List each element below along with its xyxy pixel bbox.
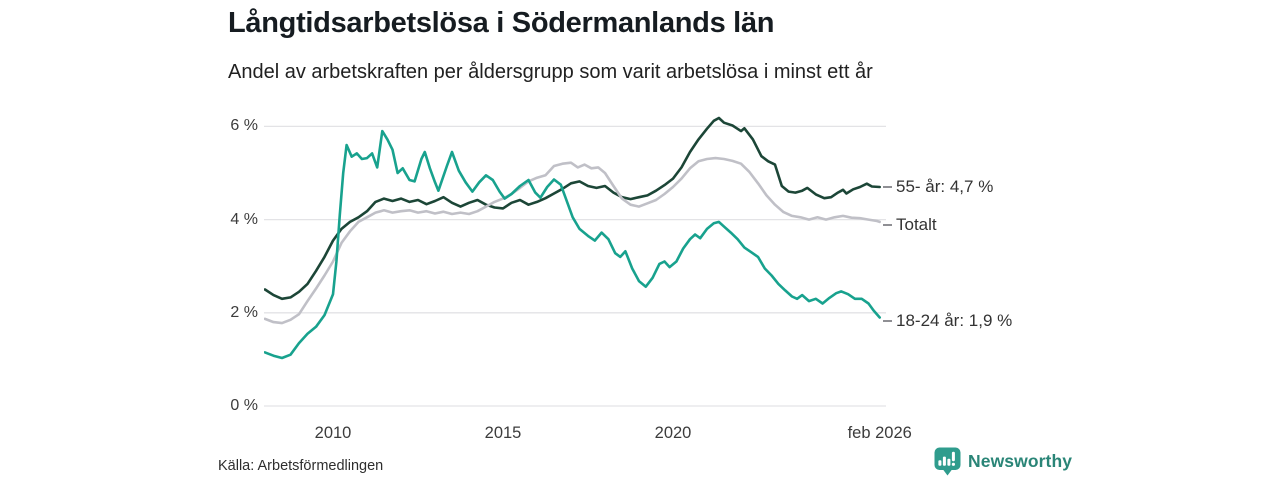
newsworthy-chart-bubble-icon: [934, 447, 961, 476]
series-line-55- år: [264, 116, 882, 301]
y-axis-label: 4 %: [230, 210, 258, 228]
series-end-label: Totalt: [883, 214, 937, 236]
y-axis-label: 2 %: [230, 303, 258, 321]
series-end-label: 18-24 år: 1,9 %: [883, 310, 1012, 332]
series-end-label: 55- år: 4,7 %: [883, 176, 993, 198]
brand-name: Newsworthy: [968, 451, 1073, 471]
series-line-Totalt: [264, 156, 882, 325]
axis-tick-dash: [883, 185, 892, 188]
chart-title: Långtidsarbetslösa i Södermanlands län: [228, 7, 775, 39]
x-axis-label: 2015: [484, 424, 522, 442]
series-end-label-text: 55- år: 4,7 %: [896, 176, 994, 196]
y-axis-label: 0 %: [230, 397, 258, 414]
y-axis-label: 6 %: [230, 117, 258, 135]
source-note: Källa: Arbetsförmedlingen: [218, 458, 384, 474]
series-end-label-text: 18-24 år: 1,9 %: [896, 311, 1013, 331]
series-line-18-24 år: [264, 129, 882, 360]
x-axis-label: 2020: [654, 424, 692, 442]
axis-tick-dash: [883, 320, 892, 323]
plot-area: [264, 116, 886, 407]
brand-lockup: Newsworthy: [934, 447, 1072, 476]
chart-subtitle: Andel av arbetskraften per åldersgrupp s…: [228, 61, 873, 83]
axis-tick-dash: [883, 223, 892, 226]
series-end-label-text: Totalt: [896, 214, 937, 234]
x-axis-label: 2010: [314, 424, 352, 442]
x-axis-label: feb 2026: [847, 424, 912, 442]
